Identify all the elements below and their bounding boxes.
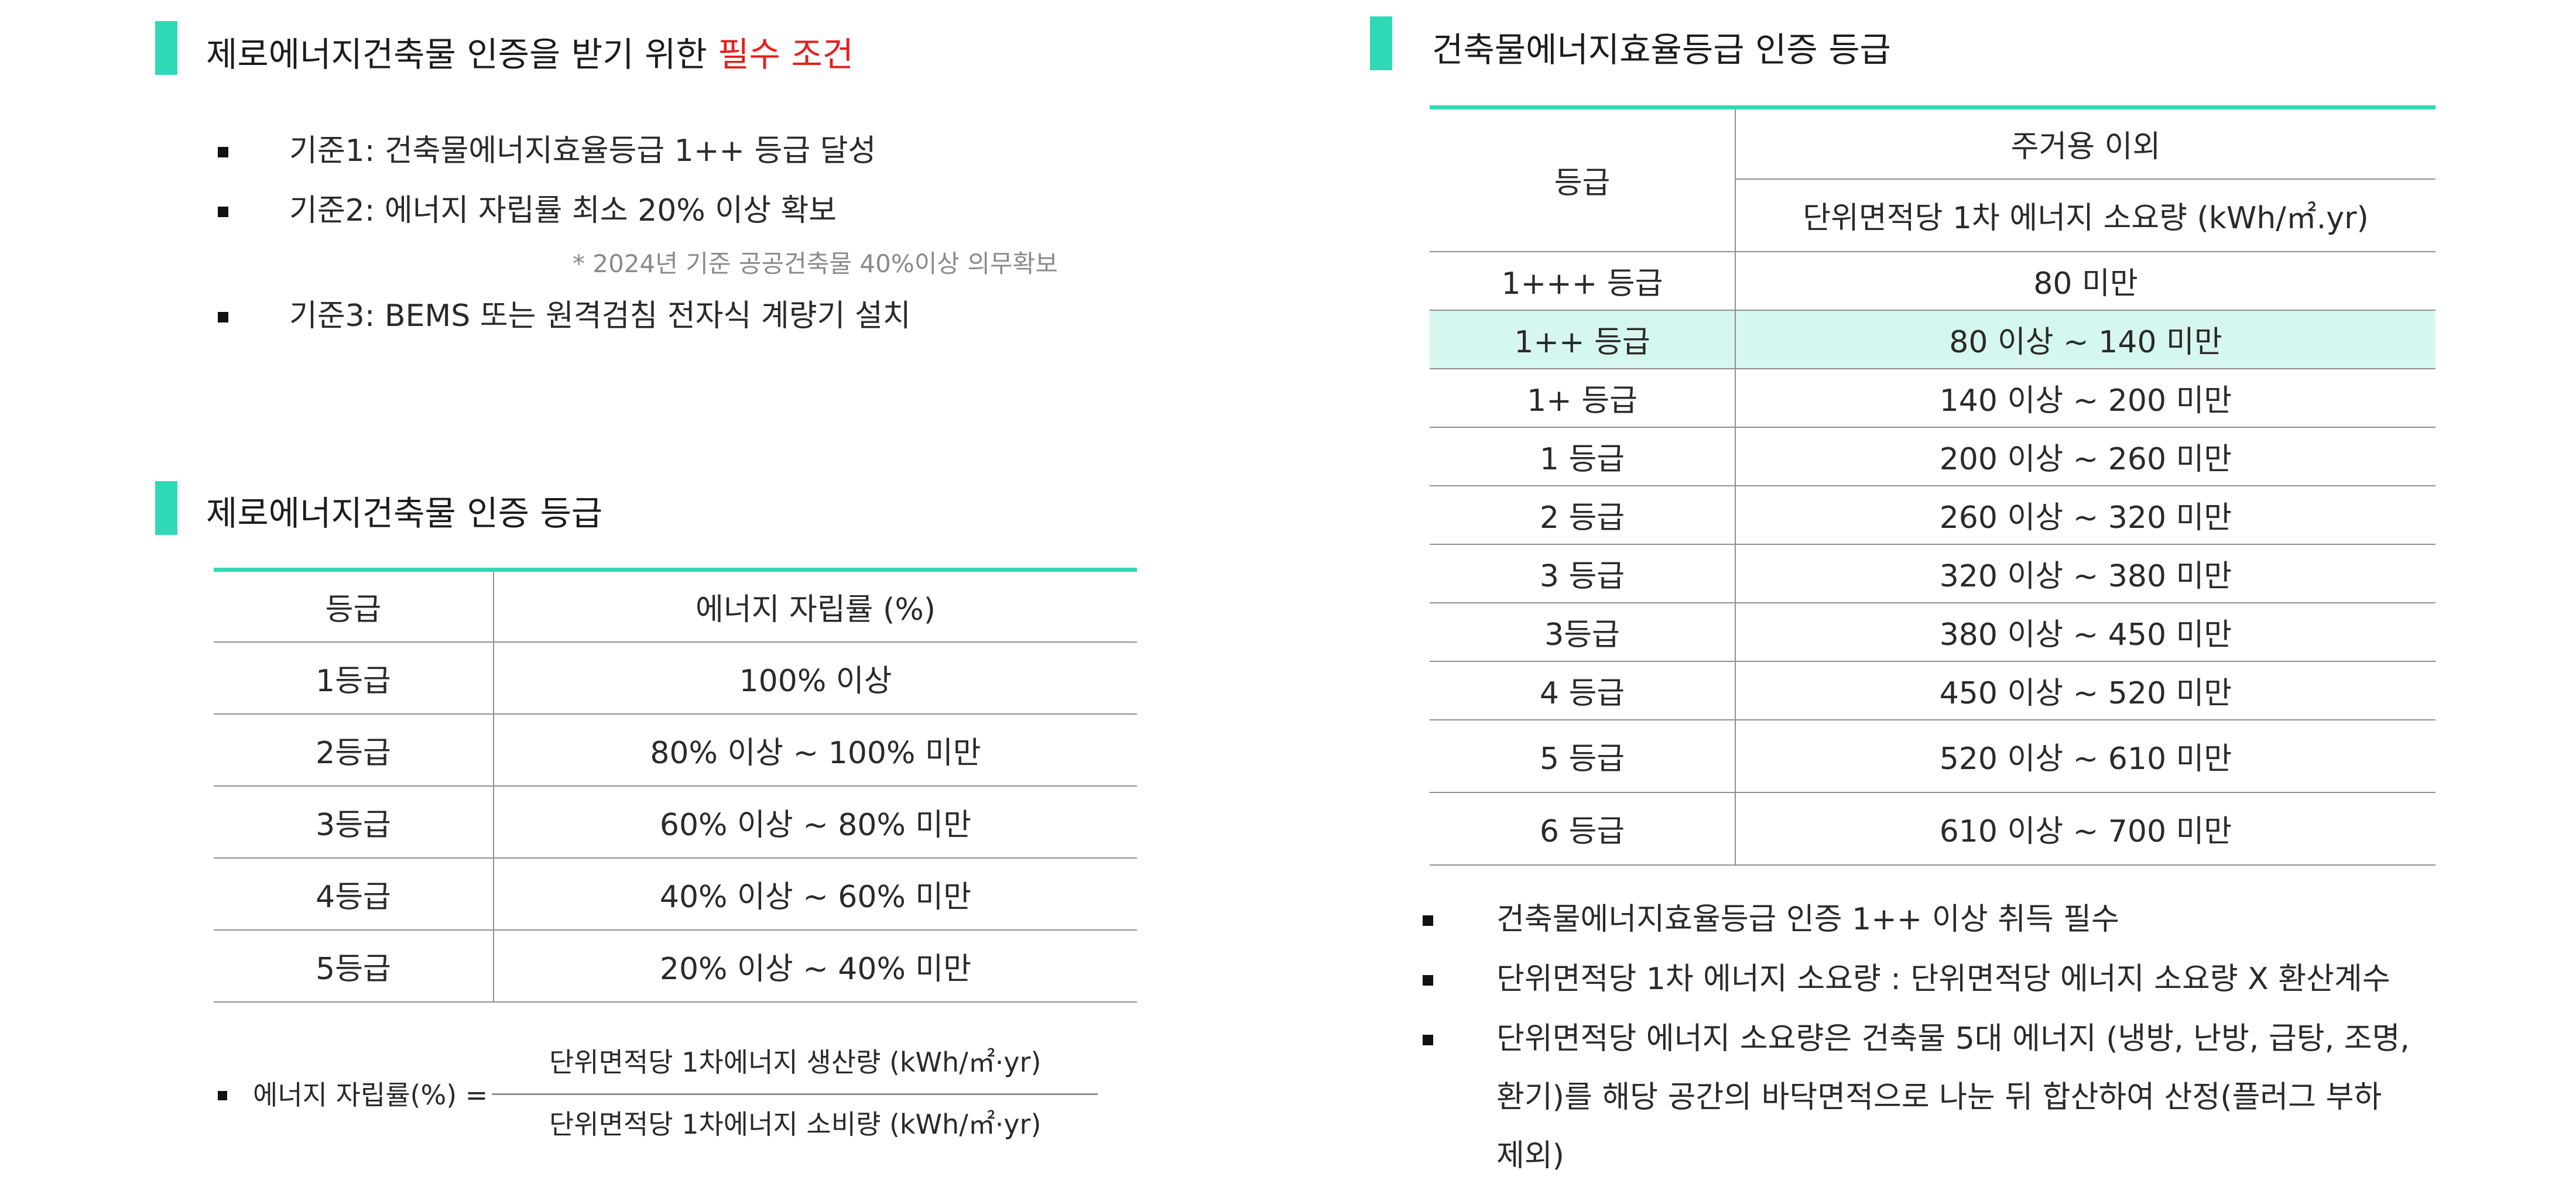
right-note-2: 단위면적당 1차 에너지 소요량 : 단위면적당 에너지 소요량 X 환산계수: [1496, 962, 2390, 997]
grade-cell: 3 등급: [1430, 544, 1736, 603]
formula-label: 에너지 자립률(%) =: [253, 1079, 488, 1111]
grade-cell: 3등급: [1430, 602, 1736, 662]
section1-title: 제로에너지건축물 인증을 받기 위한 필수 조건: [206, 37, 854, 71]
header-grade: 등급: [1430, 105, 1736, 252]
bullet-marker: [218, 1091, 227, 1100]
table-header-row: 등급 에너지 자립률 (%): [214, 568, 1137, 643]
criterion-2: 기준2: 에너지 자립률 최소 20% 이상 확보: [289, 193, 837, 228]
rate-cell: 40% 이상 ~ 60% 미만: [494, 857, 1137, 931]
right-title: 건축물에너지효율등급 인증 등급: [1432, 30, 1891, 70]
table-row: 5등급 20% 이상 ~ 40% 미만: [214, 929, 1137, 1003]
range-cell: 260 이상 ~ 320 미만: [1735, 485, 2435, 545]
header-group: 주거용 이외: [1735, 105, 2435, 180]
header-energy-requirement: 단위면적당 1차 에너지 소요량 (kWh/㎡.yr): [1735, 179, 2435, 252]
header-self-sufficiency: 에너지 자립률 (%): [494, 568, 1137, 643]
table-row: 3등급 60% 이상 ~ 80% 미만: [214, 785, 1137, 859]
bullet-marker: [218, 312, 228, 322]
rate-cell: 80% 이상 ~ 100% 미만: [494, 713, 1137, 787]
range-cell: 450 이상 ~ 520 미만: [1735, 661, 2435, 720]
bullet-marker: [1423, 915, 1433, 926]
table-row: 3등급 380 이상 ~ 450 미만: [1430, 602, 2435, 662]
section2-accent-bar: [155, 481, 177, 535]
right-note-3-line3: 제외): [1496, 1138, 1564, 1173]
table-row: 5 등급 520 이상 ~ 610 미만: [1430, 719, 2435, 793]
table-row: 3 등급 320 이상 ~ 380 미만: [1430, 544, 2435, 603]
range-cell: 380 이상 ~ 450 미만: [1735, 602, 2435, 662]
criterion-1: 기준1: 건축물에너지효율등급 1++ 등급 달성: [289, 133, 876, 169]
right-accent-bar: [1370, 16, 1392, 70]
formula-denominator: 단위면적당 1차에너지 소비량 (kWh/㎡·yr): [549, 1109, 1042, 1140]
table-row: 1+ 등급 140 이상 ~ 200 미만: [1430, 368, 2435, 428]
table-row: 6 등급 610 이상 ~ 700 미만: [1430, 792, 2435, 866]
table-row: 4 등급 450 이상 ~ 520 미만: [1430, 661, 2435, 720]
bullet-marker: [1423, 975, 1433, 986]
grade-cell: 1+ 등급: [1430, 368, 1736, 428]
range-cell: 610 이상 ~ 700 미만: [1735, 792, 2435, 866]
table-row: 2등급 80% 이상 ~ 100% 미만: [214, 713, 1137, 787]
range-cell: 320 이상 ~ 380 미만: [1735, 544, 2435, 603]
grade-cell: 1등급: [214, 641, 494, 715]
grade-cell: 6 등급: [1430, 792, 1736, 866]
range-cell: 80 이상 ~ 140 미만: [1735, 310, 2435, 369]
range-cell: 80 미만: [1735, 251, 2435, 311]
right-note-3-line2: 환기)를 해당 공간의 바닥면적으로 나눈 뒤 합산하여 산정(플러그 부하: [1496, 1080, 2382, 1115]
table-row: 2 등급 260 이상 ~ 320 미만: [1430, 485, 2435, 545]
right-note-1: 건축물에너지효율등급 인증 1++ 이상 취득 필수: [1496, 902, 2119, 937]
criterion-3: 기준3: BEMS 또는 원격검침 전자식 계량기 설치: [289, 298, 911, 334]
grade-cell: 1++ 등급: [1430, 310, 1736, 369]
range-cell: 520 이상 ~ 610 미만: [1735, 719, 2435, 793]
grade-cell: 4등급: [214, 857, 494, 931]
grade-cell: 1+++ 등급: [1430, 251, 1736, 311]
section1-title-main: 제로에너지건축물 인증을 받기 위한: [206, 35, 718, 74]
zeb-grade-table: 등급 에너지 자립률 (%) 1등급 100% 이상 2등급 80% 이상 ~ …: [214, 568, 1137, 1003]
criterion-2-note: * 2024년 기준 공공건축물 40%이상 의무확보: [573, 249, 1058, 278]
grade-cell: 2 등급: [1430, 485, 1736, 545]
table-row: 4등급 40% 이상 ~ 60% 미만: [214, 857, 1137, 931]
table-header-row: 등급 주거용 이외: [1430, 105, 2435, 252]
section1-title-highlight: 필수 조건: [718, 35, 854, 74]
rate-cell: 100% 이상: [494, 641, 1137, 715]
table-row: 1+++ 등급 80 미만: [1430, 251, 2435, 311]
rate-cell: 20% 이상 ~ 40% 미만: [494, 929, 1137, 1003]
section1-accent-bar: [155, 21, 177, 75]
rate-cell: 60% 이상 ~ 80% 미만: [494, 785, 1137, 859]
grade-cell: 4 등급: [1430, 661, 1736, 720]
range-cell: 200 이상 ~ 260 미만: [1735, 427, 2435, 486]
table-subheader-row: 단위면적당 1차 에너지 소요량 (kWh/㎡.yr): [1430, 179, 2435, 252]
bullet-marker: [218, 147, 228, 157]
range-cell: 140 이상 ~ 200 미만: [1735, 368, 2435, 428]
energy-efficiency-table: 등급 주거용 이외 단위면적당 1차 에너지 소요량 (kWh/㎡.yr) 1+…: [1430, 105, 2435, 866]
table-row: 1등급 100% 이상: [214, 641, 1137, 715]
table-row: 1 등급 200 이상 ~ 260 미만: [1430, 427, 2435, 486]
formula-fraction-line: [492, 1093, 1098, 1095]
section2-title: 제로에너지건축물 인증 등급: [206, 493, 603, 533]
bullet-marker: [218, 207, 228, 217]
grade-cell: 5 등급: [1430, 719, 1736, 793]
formula-numerator: 단위면적당 1차에너지 생산량 (kWh/㎡·yr): [549, 1046, 1042, 1078]
bullet-marker: [1423, 1035, 1433, 1045]
grade-cell: 3등급: [214, 785, 494, 859]
header-grade: 등급: [214, 568, 494, 643]
table-row-highlighted: 1++ 등급 80 이상 ~ 140 미만: [1430, 310, 2435, 369]
grade-cell: 1 등급: [1430, 427, 1736, 486]
grade-cell: 5등급: [214, 929, 494, 1003]
grade-cell: 2등급: [214, 713, 494, 787]
right-note-3-line1: 단위면적당 에너지 소요량은 건축물 5대 에너지 (냉방, 난방, 급탕, 조…: [1496, 1021, 2410, 1056]
